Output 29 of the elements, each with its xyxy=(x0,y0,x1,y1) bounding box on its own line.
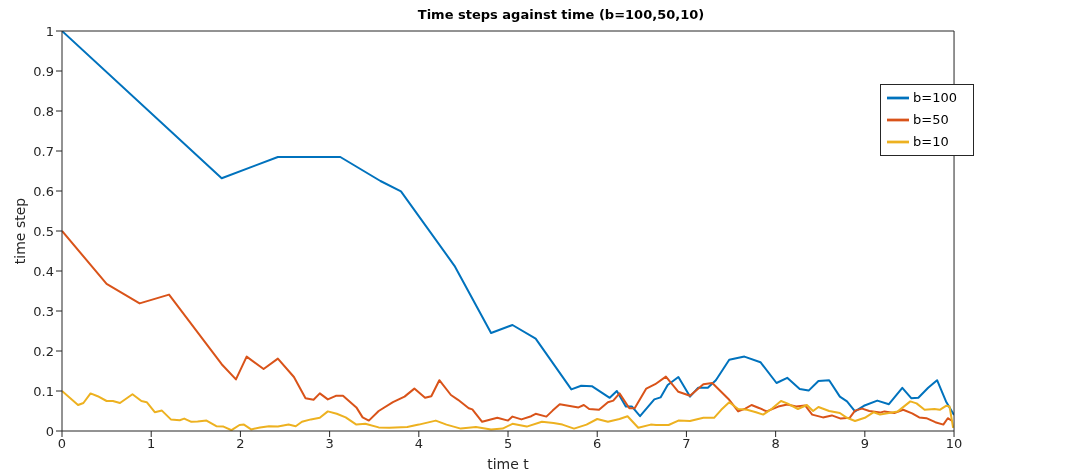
x-tick-label: 3 xyxy=(325,436,334,452)
legend-label: b=100 xyxy=(913,89,957,105)
y-tick-label: 0.5 xyxy=(33,223,54,239)
x-tick-label: 4 xyxy=(414,436,423,452)
x-tick-label: 1 xyxy=(147,436,156,452)
y-tick-label: 0.4 xyxy=(33,263,54,279)
chart-title: Time steps against time (b=100,50,10) xyxy=(416,7,706,22)
y-tick-label: 0.8 xyxy=(33,103,54,119)
y-tick-label: 0.6 xyxy=(33,183,54,199)
x-tick-label: 7 xyxy=(682,436,691,452)
y-tick-label: 0.1 xyxy=(33,383,54,399)
x-tick-label: 10 xyxy=(945,436,963,452)
y-axis-title: time step xyxy=(11,197,28,265)
y-tick-label: 0.7 xyxy=(33,143,54,159)
legend-label: b=50 xyxy=(913,111,949,127)
y-tick-label: 1 xyxy=(45,23,54,39)
x-axis-title: time t xyxy=(487,456,530,472)
x-tick-label: 8 xyxy=(771,436,780,452)
y-tick-label: 0.9 xyxy=(33,63,54,79)
x-tick-label: 2 xyxy=(236,436,245,452)
y-tick-label: 0.2 xyxy=(33,343,54,359)
x-tick-label: 5 xyxy=(503,436,513,452)
line-series xyxy=(62,230,954,426)
legend-label: b=10 xyxy=(913,133,949,149)
x-tick-label: 6 xyxy=(593,436,602,452)
y-tick-label: 0.3 xyxy=(33,303,54,319)
x-tick-label: 0 xyxy=(57,436,67,452)
x-tick-label: 9 xyxy=(860,436,869,452)
y-tick-label: 0 xyxy=(45,423,54,439)
